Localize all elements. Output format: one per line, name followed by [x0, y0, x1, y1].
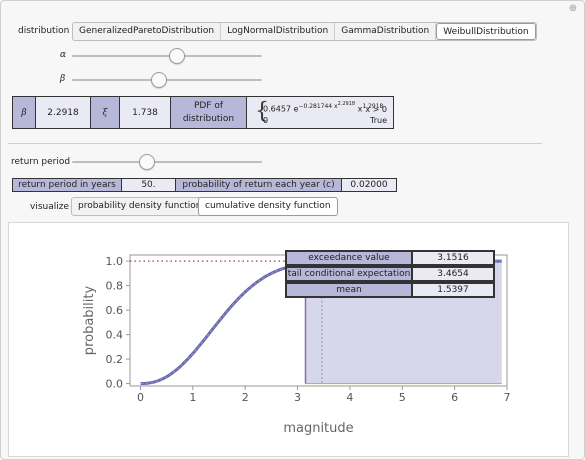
x-tick-label-7: 7 — [504, 391, 511, 404]
distribution-option-gamma[interactable]: GammaDistribution — [335, 23, 437, 40]
pdf-header-cell: PDF of distribution — [170, 96, 247, 129]
beta-symbol-cell: β — [12, 96, 36, 129]
results-label-0: exceedance value — [285, 250, 413, 266]
x-axis-label: magnitude — [283, 421, 353, 436]
pdf-condition2: True — [370, 116, 387, 125]
alpha-label: α — [60, 50, 67, 60]
x-tick-label-4: 4 — [346, 391, 353, 404]
x-tick-label-6: 6 — [451, 391, 458, 404]
x-tick-label-2: 2 — [242, 391, 249, 404]
pdf-case2: 0 — [263, 116, 269, 125]
y-tick-label-4: 0.8 — [106, 280, 124, 293]
divider — [8, 143, 542, 144]
xi-symbol-cell: ξ — [90, 96, 120, 129]
return-period-header: return period in years — [12, 178, 122, 192]
pdf-formula-cell: { 0.6457 e−0.281744 x2.2918 x1.2918 x > … — [246, 96, 394, 129]
y-tick-label-2: 0.4 — [106, 329, 124, 342]
plus-icon[interactable]: ⊕ — [568, 3, 578, 14]
y-axis-label: probability — [82, 286, 97, 356]
distribution-option-weibull[interactable]: WeibullDistribution — [436, 23, 536, 40]
beta-value-cell: 2.2918 — [35, 96, 91, 129]
return-period-value: 50. — [121, 178, 176, 192]
results-label-2: mean — [285, 282, 413, 298]
distribution-label: distribution — [18, 26, 70, 36]
brace-icon: { — [255, 99, 269, 124]
distribution-option-generalized-pareto[interactable]: GeneralizedParetoDistribution — [73, 23, 222, 40]
distribution-option-lognormal[interactable]: LogNormalDistribution — [221, 23, 336, 40]
alpha-slider-thumb[interactable] — [168, 48, 185, 64]
results-value-2: 1.5397 — [411, 282, 495, 298]
beta-slider-thumb[interactable] — [151, 72, 168, 88]
y-tick-label-5: 1.0 — [106, 255, 124, 268]
probability-header: probability of return each year (c) — [175, 178, 342, 192]
results-value-0: 3.1516 — [411, 250, 495, 266]
x-tick-label-1: 1 — [189, 391, 196, 404]
beta-slider[interactable] — [72, 72, 262, 88]
beta-label: β — [60, 74, 66, 84]
x-tick-label-0: 0 — [137, 391, 144, 404]
return-period-slider-track — [72, 161, 262, 163]
y-tick-label-3: 0.6 — [106, 304, 124, 317]
return-period-slider[interactable] — [72, 154, 262, 170]
pdf-condition1: x > 0 — [365, 105, 387, 114]
visualize-option-cdf[interactable]: cumulative density function — [198, 197, 338, 216]
results-value-1: 3.4654 — [411, 266, 495, 282]
distribution-setter: GeneralizedParetoDistribution LogNormalD… — [72, 22, 537, 41]
results-label-1: tail conditional expectation — [285, 266, 413, 282]
return-period-label: return period — [11, 157, 71, 167]
alpha-slider[interactable] — [72, 48, 262, 64]
visualize-option-pdf[interactable]: probability density function — [71, 197, 209, 216]
xi-value-cell: 1.738 — [119, 96, 171, 129]
probability-value: 0.02000 — [341, 178, 397, 192]
y-tick-label-1: 0.2 — [106, 353, 124, 366]
return-period-slider-thumb[interactable] — [138, 154, 155, 170]
x-tick-label-5: 5 — [399, 391, 406, 404]
pdf-case1: 0.6457 e−0.281744 x2.2918 x1.2918 — [263, 101, 384, 114]
x-tick-label-3: 3 — [294, 391, 301, 404]
visualize-label: visualize — [30, 202, 69, 212]
y-tick-label-0: 0.0 — [106, 378, 124, 391]
alpha-slider-track — [72, 55, 262, 57]
